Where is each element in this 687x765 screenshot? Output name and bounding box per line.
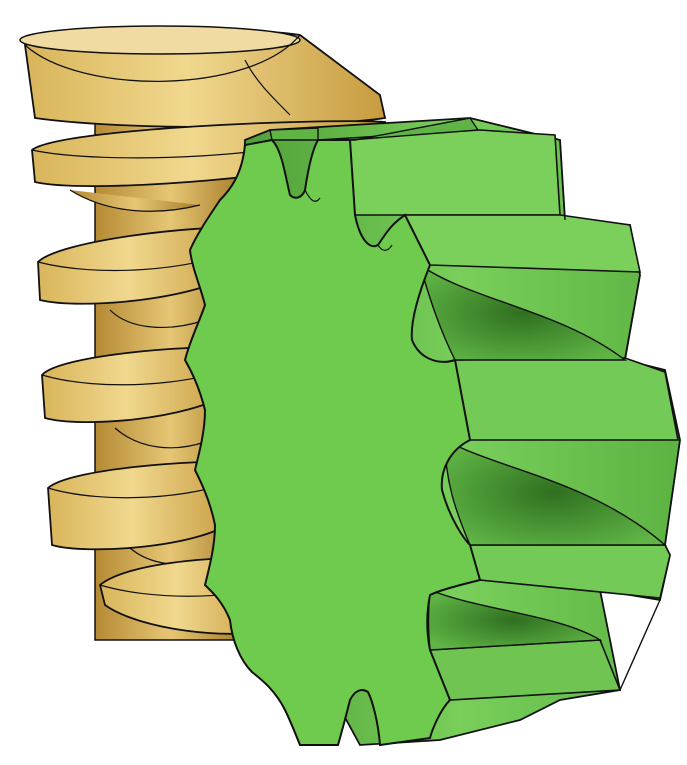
gear-groove-3 <box>427 589 603 651</box>
gear-tooth-back-2 <box>349 117 480 141</box>
gear-tooth-back-1 <box>269 127 319 141</box>
worm-end-face <box>19 25 301 55</box>
gear-groove-1 <box>418 263 628 361</box>
gear-groove-2 <box>444 438 667 546</box>
gear-tooth-top-2 <box>403 214 641 273</box>
gear-tooth-top-3 <box>454 357 679 441</box>
spur-gear <box>183 117 681 747</box>
